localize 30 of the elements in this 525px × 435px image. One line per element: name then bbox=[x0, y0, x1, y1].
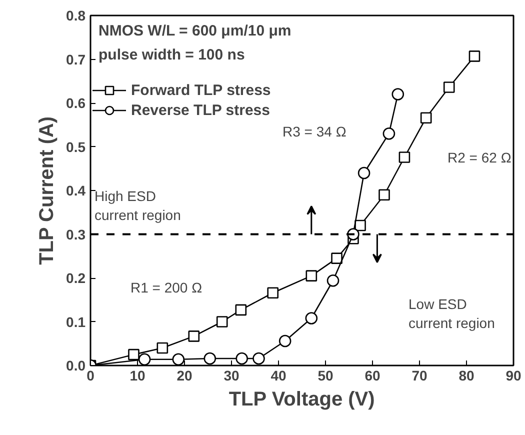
legend-label: Reverse TLP stress bbox=[131, 102, 270, 118]
x-tick-label: 80 bbox=[458, 368, 474, 384]
y-axis-title: TLP Current (A) bbox=[36, 116, 58, 265]
x-tick-label: 30 bbox=[224, 368, 240, 384]
x-axis-title: TLP Voltage (V) bbox=[228, 388, 375, 410]
y-tick-label: 0.3 bbox=[66, 226, 86, 242]
y-tick-label: 0.2 bbox=[66, 270, 86, 286]
annotation: R1 = 200 Ω bbox=[130, 280, 202, 296]
y-tick-label: 0.1 bbox=[66, 314, 86, 330]
x-tick-label: 90 bbox=[506, 368, 522, 384]
annotation: pulse width = 100 ns bbox=[98, 46, 245, 64]
annotation: R3 = 34 Ω bbox=[282, 124, 346, 140]
x-tick-label: 50 bbox=[318, 368, 334, 384]
annotation: R2 = 62 Ω bbox=[448, 150, 512, 166]
legend-label: Forward TLP stress bbox=[131, 82, 271, 98]
x-tick-label: 10 bbox=[130, 368, 146, 384]
x-tick-label: 40 bbox=[270, 368, 286, 384]
y-tick-label: 0.4 bbox=[66, 182, 86, 198]
x-tick-label: 60 bbox=[364, 368, 380, 384]
x-tick-label: 20 bbox=[176, 368, 192, 384]
x-tick-label: 0 bbox=[86, 368, 95, 384]
annotation: High ESD current region bbox=[94, 188, 181, 224]
y-tick-label: 0.6 bbox=[66, 95, 86, 111]
annotation: NMOS W/L = 600 μm/10 μm bbox=[98, 22, 292, 40]
y-tick-label: 0.7 bbox=[66, 51, 86, 68]
annotation: Low ESD current region bbox=[408, 296, 495, 332]
y-tick-label: 0.8 bbox=[66, 8, 86, 24]
y-tick-label: 0.5 bbox=[66, 138, 86, 155]
x-tick-label: 70 bbox=[412, 368, 428, 384]
y-tick-label: 0.0 bbox=[66, 358, 86, 374]
